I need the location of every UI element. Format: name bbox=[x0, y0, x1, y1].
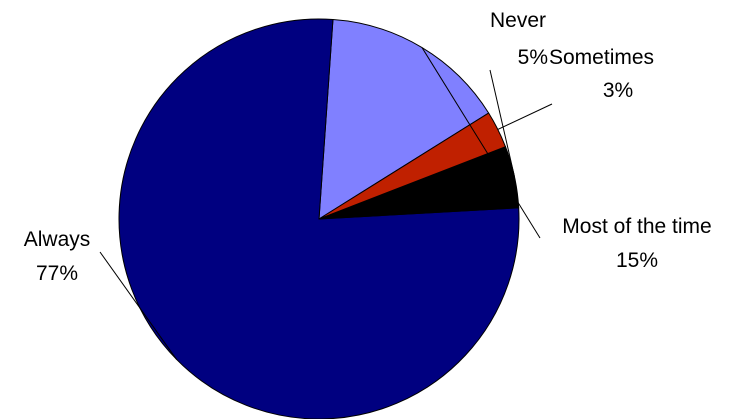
slice-value-never: 5% bbox=[518, 46, 548, 69]
slice-value-always: 77% bbox=[36, 262, 78, 285]
leader-line-never bbox=[489, 69, 515, 177]
pie-slices bbox=[118, 18, 520, 419]
leader-line-sometimes bbox=[497, 103, 553, 130]
leader-lines bbox=[99, 47, 553, 360]
slice-value-most-of-the-time: 15% bbox=[616, 249, 658, 272]
leader-line-most-of-the-time bbox=[421, 47, 541, 239]
slice-label-never: Never bbox=[490, 9, 546, 32]
pie-slice-most-of-the-time bbox=[318, 18, 490, 220]
slice-label-always: Always bbox=[24, 228, 91, 251]
leader-line-always bbox=[99, 251, 178, 360]
slice-label-sometimes: Sometimes bbox=[549, 46, 654, 69]
slice-label-most-of-the-time: Most of the time bbox=[562, 215, 711, 238]
slice-value-sometimes: 3% bbox=[603, 79, 633, 102]
